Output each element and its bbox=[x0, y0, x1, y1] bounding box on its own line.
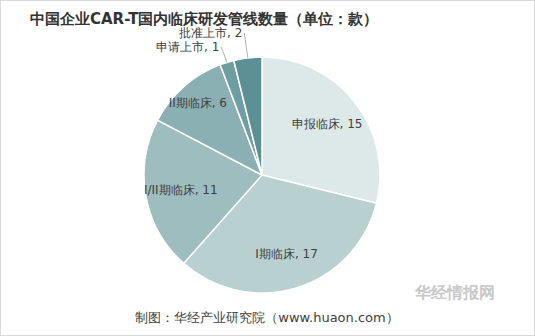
data-label: 申报临床, 15 bbox=[292, 117, 363, 131]
slice bbox=[234, 57, 262, 175]
label-value: , 15 bbox=[340, 117, 363, 131]
slice bbox=[184, 175, 377, 293]
label-name: II期临床 bbox=[169, 96, 212, 110]
data-label: I期临床, 17 bbox=[255, 247, 317, 261]
label-name: I/II期临床 bbox=[144, 183, 195, 197]
label-value: , 11 bbox=[195, 183, 218, 197]
data-label: 批准上市, 2 bbox=[179, 26, 242, 40]
slices bbox=[144, 57, 380, 293]
data-label: 申请上市, 1 bbox=[156, 40, 219, 54]
label-name: 申请上市 bbox=[156, 40, 204, 54]
data-label: II期临床, 6 bbox=[169, 96, 227, 110]
background bbox=[1, 1, 535, 336]
label-name: 申报临床 bbox=[292, 117, 340, 131]
watermark: 华经情报网 bbox=[414, 283, 495, 302]
data-label: I/II期临床, 11 bbox=[144, 183, 218, 197]
label-value: , 2 bbox=[227, 26, 242, 40]
source: 制图：华经产业研究院（www.huaon.com） bbox=[135, 310, 398, 325]
label-value: , 6 bbox=[212, 96, 227, 110]
label-name: I期临床 bbox=[255, 247, 295, 261]
label-value: , 1 bbox=[204, 40, 219, 54]
label-name: 批准上市 bbox=[179, 26, 227, 40]
leader-line bbox=[221, 47, 227, 62]
label-value: , 17 bbox=[295, 247, 318, 261]
labels: 申报临床, 15 I期临床, 17 I/II期临床, 11 II期临床, 6 申请上市,… bbox=[144, 26, 363, 261]
leader-line bbox=[244, 33, 247, 58]
